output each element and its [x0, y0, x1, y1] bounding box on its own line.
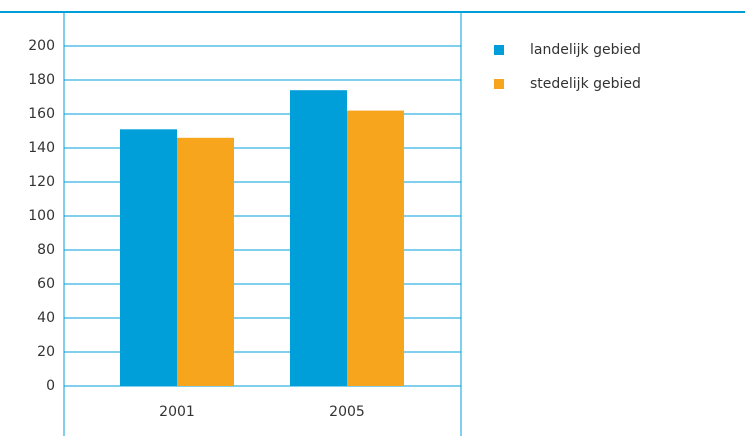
y-tick-label: 20 [37, 344, 55, 360]
y-tick-label: 0 [46, 378, 55, 394]
legend-swatch [494, 79, 504, 89]
y-tick-label: 100 [28, 208, 55, 224]
y-tick-label: 160 [28, 106, 55, 122]
y-tick-label: 140 [28, 140, 55, 156]
bar [290, 90, 347, 386]
bar [177, 137, 234, 386]
y-tick-label: 60 [37, 276, 55, 292]
bar [120, 129, 177, 387]
y-tick-label: 200 [28, 38, 55, 54]
legend-swatch [494, 45, 504, 55]
y-tick-label: 40 [37, 310, 55, 326]
legend-label: stedelijk gebied [530, 76, 641, 92]
y-tick-label: 180 [28, 72, 55, 88]
y-tick-label: 80 [37, 242, 55, 258]
x-tick-label: 2001 [159, 404, 195, 420]
legend-label: landelijk gebied [530, 42, 641, 58]
bar [347, 110, 404, 386]
x-tick-label: 2005 [329, 404, 365, 420]
y-tick-label: 120 [28, 174, 55, 190]
